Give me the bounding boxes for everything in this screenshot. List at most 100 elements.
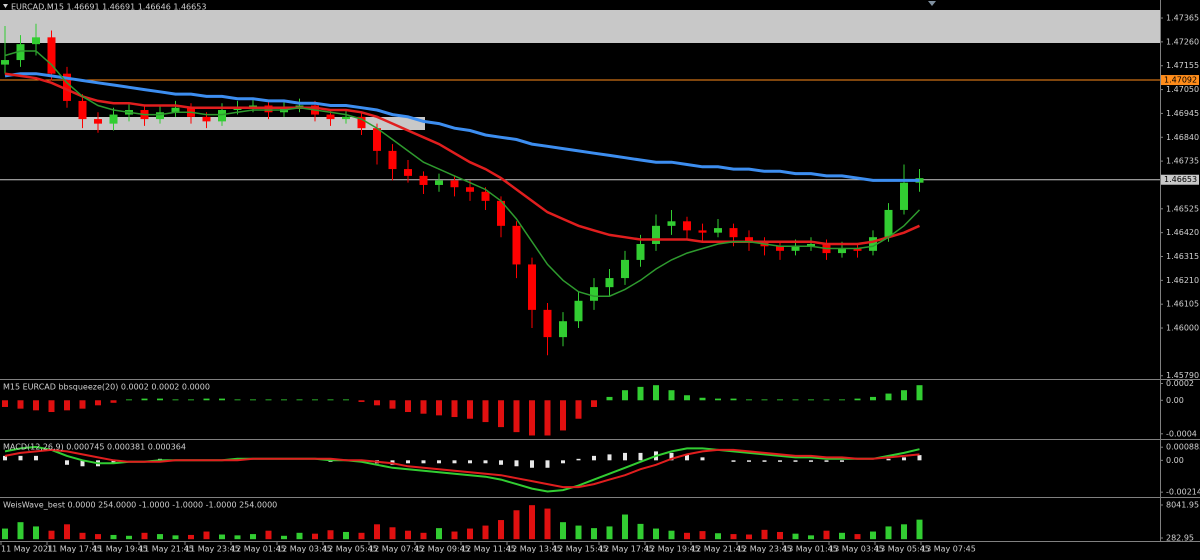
bar	[916, 519, 923, 540]
bar	[296, 399, 303, 401]
bar	[250, 534, 256, 540]
bar	[219, 398, 225, 401]
bar	[575, 400, 582, 419]
x-tick-label: 12 May 01:45	[231, 545, 286, 554]
candle-body	[404, 169, 412, 176]
bar	[901, 524, 907, 540]
candle-body	[326, 114, 335, 120]
bar	[622, 514, 628, 540]
histogram-bar	[623, 452, 627, 461]
candle-body	[807, 244, 815, 247]
bar	[420, 400, 427, 414]
candle-body	[1, 60, 9, 65]
bar	[513, 510, 520, 540]
bar	[560, 522, 566, 540]
y-tick-label: 8041.95	[1166, 500, 1199, 509]
bar	[637, 386, 644, 401]
histogram-bar	[34, 455, 38, 461]
candle-body	[78, 100, 87, 120]
candle-body	[698, 230, 707, 233]
bar	[901, 390, 907, 401]
bar	[529, 505, 535, 540]
bar	[110, 534, 117, 540]
candle-body	[729, 228, 738, 238]
moving-average	[4, 72, 920, 182]
bar	[684, 395, 690, 401]
y-tick-label: 1.47365	[1166, 14, 1199, 23]
x-tick-label: 11 May 23:45	[185, 545, 240, 554]
bar	[203, 398, 210, 401]
bar	[234, 399, 241, 401]
candle-body	[388, 150, 397, 170]
candle-body	[497, 200, 505, 226]
histogram-bar	[793, 460, 798, 462]
macd-line	[4, 448, 920, 489]
price-label: 1.46653	[1164, 175, 1197, 184]
candle-body	[683, 221, 691, 231]
panel-borders	[0, 0, 1200, 542]
histogram-bar	[406, 460, 410, 464]
y-tick-label: 1.46840	[1166, 133, 1199, 142]
bar	[250, 399, 256, 401]
bar	[668, 530, 675, 540]
candle-body	[109, 114, 118, 124]
bar	[33, 400, 39, 411]
bar	[343, 399, 349, 401]
histogram-bar	[483, 460, 488, 464]
histogram-bar	[514, 460, 519, 467]
panel-title: MACD(12,26,9) 0.000745 0.000381 0.000364	[3, 443, 186, 452]
bar	[265, 530, 272, 540]
bar	[606, 396, 613, 401]
y-tick-label: 1.46420	[1166, 228, 1199, 237]
panel-title: EURCAD,M15 1.46691 1.46691 1.46646 1.466…	[11, 3, 206, 12]
bar	[637, 523, 644, 540]
x-tick-label: 11 May 17:45	[47, 545, 102, 554]
bar	[544, 400, 551, 436]
x-tick-label: 11 May 21:45	[139, 545, 194, 554]
bar	[482, 400, 489, 423]
y-tick-label: 1.47155	[1166, 61, 1199, 70]
bar	[839, 399, 845, 401]
moving-average	[4, 72, 921, 246]
bar	[219, 534, 225, 540]
bar	[653, 385, 659, 401]
bar	[343, 531, 349, 540]
candle-body	[419, 175, 428, 185]
menu-icon[interactable]	[3, 4, 8, 8]
bar	[699, 397, 706, 401]
candle-body	[94, 119, 102, 124]
price-label-box	[1161, 174, 1199, 185]
histogram-bar	[669, 452, 674, 461]
histogram-bar	[468, 460, 472, 464]
bar	[358, 400, 365, 402]
bar	[885, 393, 892, 401]
histogram-bar	[886, 458, 891, 461]
bar	[560, 400, 566, 431]
candle-body	[450, 180, 459, 188]
bar	[715, 398, 721, 401]
bar	[451, 400, 458, 418]
bar	[141, 398, 148, 401]
bar	[916, 385, 923, 401]
candle-body	[621, 259, 629, 279]
bar	[746, 534, 752, 540]
candle-body	[574, 300, 583, 322]
bar	[436, 528, 442, 540]
bar	[281, 399, 287, 401]
x-tick-label: 12 May 15:45	[553, 545, 608, 554]
candle-body	[342, 116, 350, 120]
bar	[2, 528, 8, 540]
x-tick-label: 11 May 2021	[1, 545, 53, 554]
y-tick-label: 282.95	[1166, 533, 1194, 542]
bar	[389, 400, 396, 409]
bar	[188, 399, 194, 401]
bar	[451, 531, 458, 540]
y-tick-label: 1.47260	[1166, 37, 1199, 46]
histogram-bar	[421, 460, 426, 464]
bar	[606, 526, 613, 540]
bar	[870, 396, 876, 401]
bar	[188, 534, 194, 540]
bar	[265, 399, 272, 401]
histogram-bar	[809, 460, 813, 462]
